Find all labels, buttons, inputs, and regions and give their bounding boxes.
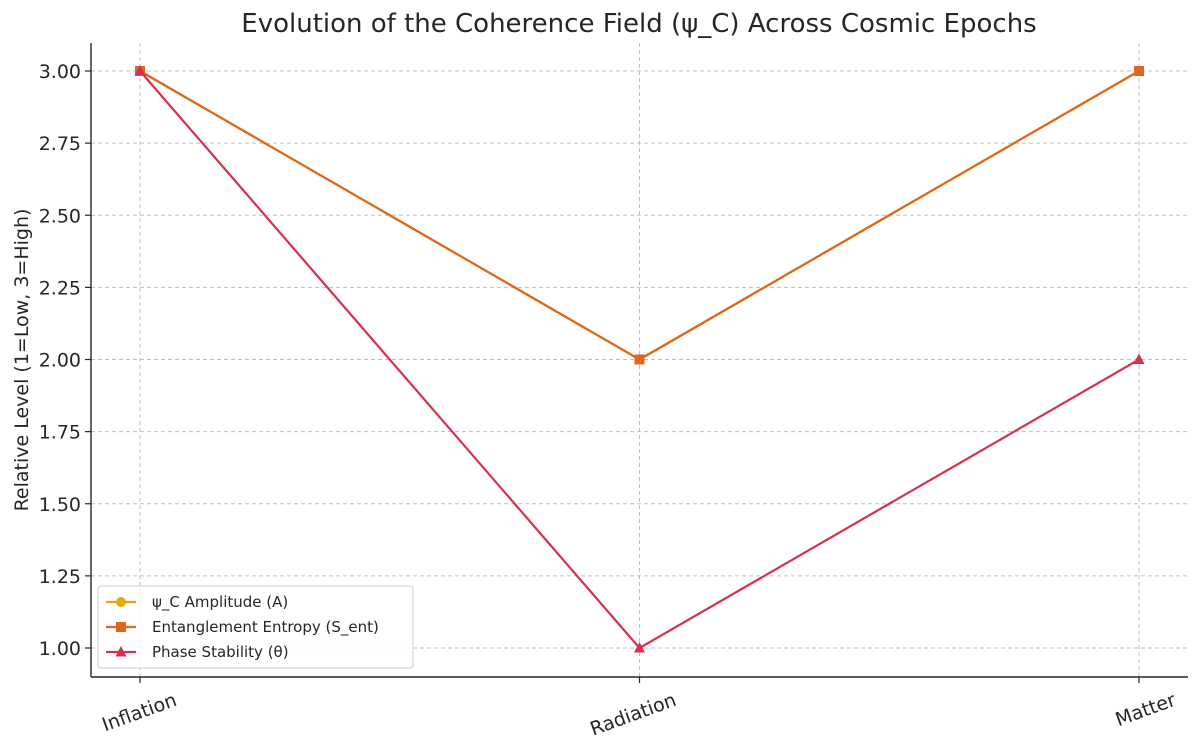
legend-label: ψ_C Amplitude (A) [152, 593, 288, 612]
y-tick-label: 1.50 [39, 494, 81, 516]
data-point-triangle [1133, 353, 1145, 364]
data-point-square [1134, 66, 1144, 76]
legend-marker-circle [116, 597, 126, 607]
legend-marker-triangle [115, 646, 127, 657]
series-triangle [134, 65, 1145, 653]
legend-label: Phase Stability (θ) [152, 643, 289, 661]
legend-item: Entanglement Entropy (S_ent) [106, 618, 379, 637]
series-layer [134, 65, 1145, 653]
legend: ψ_C Amplitude (A) Entanglement Entropy (S… [97, 585, 414, 669]
y-tick-label: 1.75 [39, 422, 81, 444]
chart-title: Evolution of the Coherence Field (ψ_C) A… [241, 9, 1036, 39]
y-tick-label: 2.00 [39, 350, 81, 372]
x-tick-label: Radiation [587, 689, 679, 740]
y-axis-label: Relative Level (1=Low, 3=High) [11, 209, 33, 512]
y-tick-label: 2.25 [39, 277, 81, 299]
legend-label: Entanglement Entropy (S_ent) [152, 618, 379, 637]
y-tick-label: 3.00 [39, 61, 81, 83]
x-tick-label: Inflation [99, 689, 179, 736]
data-point-triangle [134, 65, 146, 76]
legend-item: Phase Stability (θ) [106, 643, 289, 661]
data-point-square [634, 354, 645, 365]
y-tick-label: 2.75 [39, 133, 81, 155]
data-point-triangle [634, 642, 645, 653]
y-tick-label: 1.00 [39, 638, 81, 660]
legend-marker-square [116, 622, 126, 632]
legend-box [97, 585, 414, 669]
y-tick-label: 2.50 [39, 205, 81, 227]
y-tick-label: 1.25 [39, 566, 81, 588]
x-tick-label: Matter [1113, 689, 1179, 731]
legend-item: ψ_C Amplitude (A) [106, 593, 288, 612]
